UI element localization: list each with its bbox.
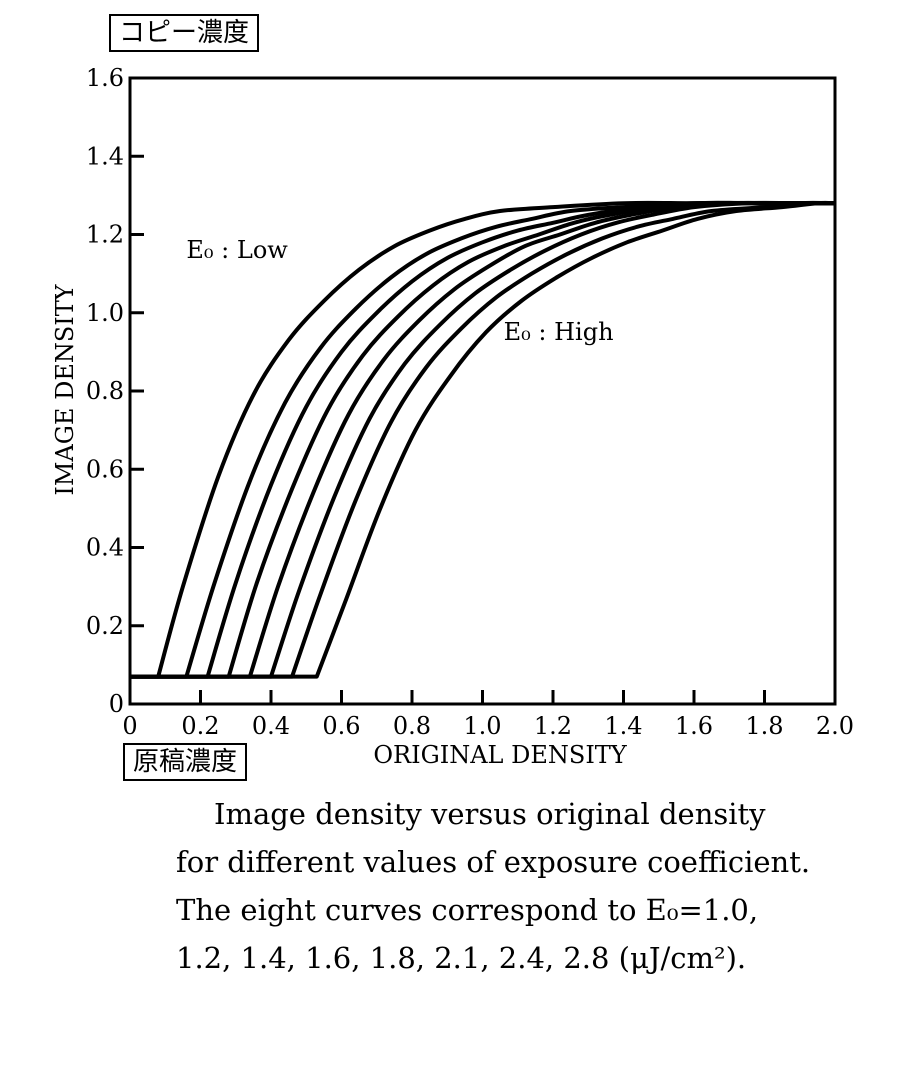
y-tick-label: 0.4 [86, 534, 124, 562]
x-axis-label: ORIGINAL DENSITY [373, 741, 627, 769]
x-tick-label: 1.2 [534, 712, 572, 740]
x-tick-label: 1.4 [604, 712, 642, 740]
x-tick-label: 1.6 [675, 712, 713, 740]
x-tick-label: 0.2 [181, 712, 219, 740]
y-tick-label: 0.8 [86, 377, 124, 405]
x-tick-label: 1.0 [463, 712, 501, 740]
y-tick-label: 0 [109, 690, 124, 718]
density-curve-4 [130, 200, 835, 679]
curve-annotation: E₀ : Low [186, 236, 288, 264]
density-curve-1 [130, 200, 835, 679]
figure-caption: Image density versus original density fo… [176, 790, 876, 982]
caption-line: Image density versus original density [214, 797, 766, 831]
y-axis-label: IMAGE DENSITY [51, 283, 79, 495]
axis-ticks: 0 0.2 0.4 0.6 0.8 1.0 1.2 1.4 1.6 1.8 2.0 0 0.2 0.4 0.… [86, 64, 854, 740]
y-tick-label: 1.6 [86, 64, 124, 92]
caption-line: The eight curves correspond to E₀=1.0, [176, 893, 759, 927]
x-tick-label: 0.6 [322, 712, 360, 740]
x-axis-japanese-label: 原稿濃度 [123, 743, 248, 781]
x-tick-label: 0.8 [393, 712, 431, 740]
caption-line: for different values of exposure coeffic… [176, 845, 811, 879]
density-curve-6 [130, 200, 835, 679]
density-curve-8 [130, 200, 836, 679]
x-tick-label: 0.4 [252, 712, 290, 740]
y-tick-label: 0.6 [86, 455, 124, 483]
x-tick-label: 1.8 [745, 712, 783, 740]
y-tick-label: 1.4 [86, 142, 124, 170]
y-tick-label: 0.2 [86, 612, 124, 640]
density-curve-3 [130, 200, 835, 679]
y-tick-label: 1.2 [86, 221, 124, 249]
annotations: E₀ : Low E₀ : High [186, 236, 613, 346]
curve-annotation: E₀ : High [504, 318, 614, 346]
density-curve-7 [130, 200, 836, 679]
density-curve-5 [130, 200, 835, 679]
plot-frame [128, 76, 837, 706]
x-tick-label: 0 [122, 712, 137, 740]
caption-line: 1.2, 1.4, 1.6, 1.8, 2.1, 2.4, 2.8 (μJ/cm… [176, 941, 747, 975]
density-curve-2 [130, 200, 835, 679]
y-axis-japanese-label: コピー濃度 [109, 14, 260, 52]
curves [130, 200, 836, 679]
y-tick-label: 1.0 [86, 299, 124, 327]
x-tick-label: 2.0 [816, 712, 854, 740]
